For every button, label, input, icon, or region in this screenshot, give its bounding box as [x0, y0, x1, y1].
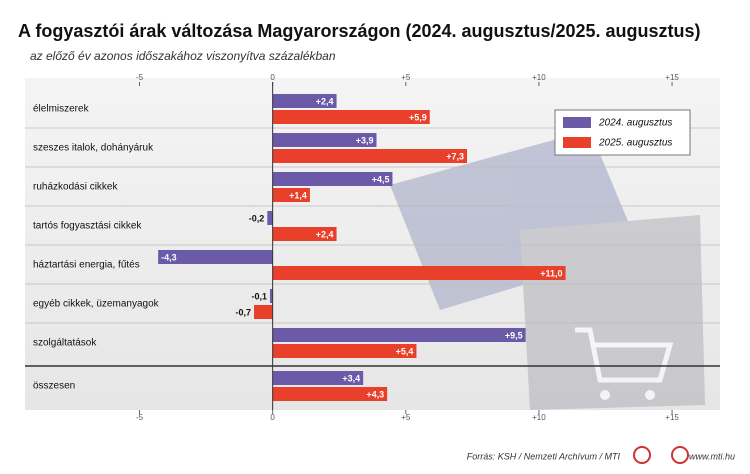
value-label: +5,9	[409, 112, 427, 122]
legend-swatch	[563, 117, 591, 128]
logo	[633, 446, 651, 464]
value-label: +2,4	[316, 229, 334, 239]
bar	[158, 250, 273, 264]
value-label: +3,9	[356, 135, 374, 145]
x-tick-label: +5	[401, 73, 411, 82]
bar	[272, 172, 393, 186]
value-label: +1,4	[289, 190, 307, 200]
bar	[272, 188, 310, 202]
bar	[272, 149, 468, 163]
value-label: -0,2	[249, 213, 265, 223]
category-label: tartós fogyasztási cikkek	[33, 221, 142, 232]
bar	[269, 289, 273, 303]
x-tick-label: +5	[401, 413, 411, 422]
value-label: +2,4	[316, 96, 334, 106]
x-tick-label: 0	[270, 73, 275, 82]
x-tick-label: -5	[136, 73, 144, 82]
value-label: +5,4	[396, 346, 414, 356]
legend-label: 2025. augusztus	[598, 138, 672, 149]
category-label: ruházkodási cikkek	[33, 182, 118, 193]
bar	[272, 94, 337, 108]
legend-swatch	[563, 137, 591, 148]
x-tick-label: 0	[270, 413, 275, 422]
category-label: élelmiszerek	[33, 104, 90, 115]
chart-title: A fogyasztói árak változása Magyarország…	[18, 21, 701, 41]
x-tick-label: +10	[532, 413, 546, 422]
category-label: összesen	[33, 381, 75, 392]
logo	[671, 446, 689, 464]
x-tick-label: +15	[665, 73, 679, 82]
value-label: +11,0	[540, 268, 562, 278]
bar	[272, 227, 337, 241]
category-label: szeszes italok, dohányáruk	[33, 143, 154, 154]
bar	[272, 110, 430, 124]
website: www.mti.hu	[689, 451, 735, 461]
value-label: +7,3	[446, 151, 464, 161]
chart-subtitle: az előző év azonos időszakához viszonyít…	[30, 49, 336, 63]
value-label: -4,3	[161, 252, 177, 262]
legend-label: 2024. augusztus	[598, 118, 672, 129]
category-label: háztartási energia, fűtés	[33, 260, 140, 271]
bar	[272, 328, 526, 342]
bar	[272, 266, 566, 280]
value-label: +4,3	[366, 389, 384, 399]
x-tick-label: +10	[532, 73, 546, 82]
decoration	[390, 130, 705, 410]
value-label: +9,5	[505, 330, 523, 340]
value-label: +4,5	[372, 174, 390, 184]
bar	[254, 305, 273, 319]
value-label: +3,4	[342, 373, 360, 383]
x-tick-label: -5	[136, 413, 144, 422]
source: Forrás: KSH / Nemzeti Archívum / MTI	[467, 451, 621, 461]
value-label: -0,7	[235, 307, 251, 317]
bar	[267, 211, 273, 225]
bar	[272, 371, 364, 385]
value-label: -0,1	[251, 291, 267, 301]
bar	[272, 387, 388, 401]
bar	[272, 133, 377, 147]
category-label: szolgáltatások	[33, 338, 97, 349]
bar	[272, 344, 417, 358]
x-tick-label: +15	[665, 413, 679, 422]
category-label: egyéb cikkek, üzemanyagok	[33, 299, 160, 310]
